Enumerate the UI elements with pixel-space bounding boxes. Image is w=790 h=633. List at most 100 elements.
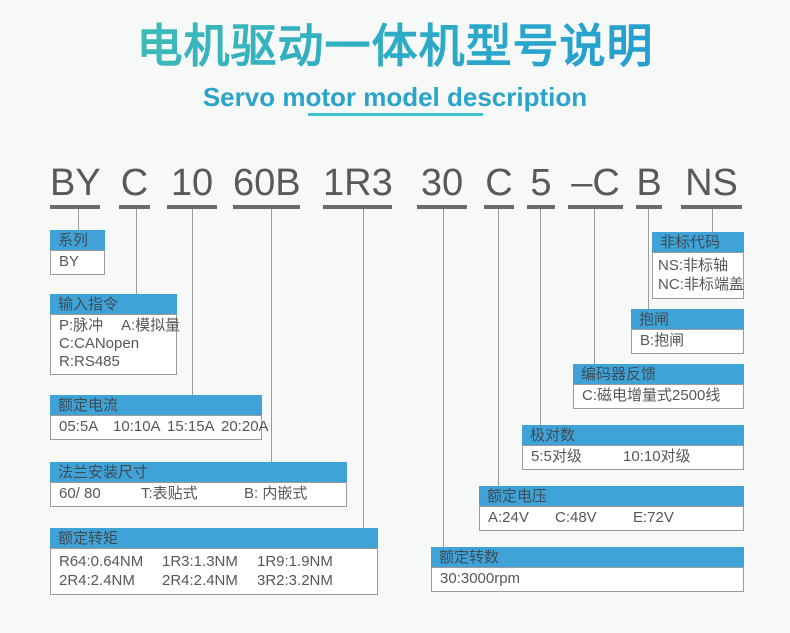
code-segment-encoder-feedback: –C <box>568 162 623 209</box>
legend-box-pole-pairs: 极对数 5:5对级 10:10对级 <box>522 425 744 470</box>
legend-box-body: 30:3000rpm <box>431 567 744 592</box>
code-value: C:磁电增量式2500线 <box>582 387 721 404</box>
code-segment-underline <box>167 205 217 209</box>
code-value: 05:5A <box>59 418 99 435</box>
code-value: NS:非标轴 <box>658 257 729 274</box>
code-value: 20:20A <box>221 418 269 435</box>
page-subtitle: Servo motor model description <box>202 82 588 112</box>
code-value: A:24V <box>488 509 529 526</box>
code-segment-rated-current: 10 <box>167 162 217 209</box>
legend-box-rated-speed: 额定转数 30:3000rpm <box>431 547 744 592</box>
code-segment-text: 10 <box>170 162 214 204</box>
code-segment-underline <box>119 205 150 209</box>
code-value: P:脉冲 <box>59 317 104 334</box>
legend-box-rated-voltage: 额定电压 A:24V C:48V E:72V <box>479 486 744 531</box>
code-value: 3R2:3.2NM <box>257 572 333 589</box>
code-value: NC:非标端盖 <box>658 276 744 293</box>
code-segment-underline <box>323 205 392 209</box>
legend-box-body: A:24V C:48V E:72V <box>479 506 744 531</box>
code-segment-series: BY <box>50 162 101 209</box>
code-value: 2R4:2.4NM <box>59 572 135 589</box>
connector-line-series <box>78 209 79 230</box>
code-segment-text: B <box>636 162 662 204</box>
code-segment-flange-size: 60B <box>233 162 301 209</box>
code-value: T:表贴式 <box>141 485 198 502</box>
legend-row: R:RS485 <box>59 353 174 371</box>
legend-box-title: 额定转数 <box>431 547 744 567</box>
legend-box-title: 抱闸 <box>631 309 744 329</box>
code-segment-text: 60B <box>233 162 301 204</box>
code-segment-underline <box>681 205 742 209</box>
legend-box-body: NS:非标轴 NC:非标端盖 <box>652 252 744 299</box>
legend-box-series: 系列 BY <box>50 230 105 275</box>
legend-box-rated-torque: 额定转矩 R64:0.64NM 1R3:1.3NM 1R9:1.9NM 2R4:2.… <box>50 528 378 595</box>
legend-row: A:24V C:48V E:72V <box>488 509 741 527</box>
legend-box-title: 非标代码 <box>652 232 744 252</box>
legend-box-title: 系列 <box>50 230 105 250</box>
code-segment-text: 1R3 <box>323 162 393 204</box>
connector-line-non-standard-code <box>712 209 713 232</box>
connector-line-encoder-feedback <box>594 209 595 364</box>
code-value: 5:5对级 <box>531 448 582 465</box>
code-value: BY <box>59 253 80 270</box>
code-segment-underline <box>527 205 555 209</box>
legend-box-body: P:脉冲 A:模拟量 C:CANopen R:RS485 <box>50 314 180 375</box>
legend-box-body: 05:5A 10:10A 15:15A 20:20A <box>50 415 269 440</box>
code-segment-text: NS <box>685 162 738 204</box>
legend-box-body: C:磁电增量式2500线 <box>573 384 744 409</box>
legend-row: C:磁电增量式2500线 <box>582 387 741 405</box>
legend-box-body: BY <box>50 250 105 275</box>
legend-row: B:抱闸 <box>640 332 741 350</box>
code-segment-text: –C <box>571 162 620 204</box>
legend-row: 30:3000rpm <box>440 570 741 588</box>
code-segment-underline <box>484 205 514 209</box>
code-value: 10:10对级 <box>623 448 691 465</box>
legend-row: R64:0.64NM 1R3:1.3NM 1R9:1.9NM <box>59 552 375 571</box>
code-segment-non-standard-code: NS <box>681 162 742 209</box>
code-value: B:抱闸 <box>640 332 685 349</box>
code-value: R64:0.64NM <box>59 553 144 570</box>
legend-box-body: B:抱闸 <box>631 329 744 354</box>
code-segment-input-command: C <box>119 162 150 209</box>
legend-row: 5:5对级 10:10对级 <box>531 448 741 466</box>
legend-row: BY <box>59 253 102 271</box>
code-value: 2R4:2.4NM <box>162 572 238 589</box>
code-value: C:CANopen <box>59 335 140 352</box>
code-segment-underline <box>636 205 662 209</box>
legend-box-flange-size: 法兰安装尺寸 60/ 80 T:表贴式 B: 内嵌式 <box>50 462 347 507</box>
legend-row: 2R4:2.4NM 2R4:2.4NM 3R2:3.2NM <box>59 571 375 590</box>
code-segment-underline <box>417 205 467 209</box>
legend-box-body: 60/ 80 T:表贴式 B: 内嵌式 <box>50 482 347 507</box>
legend-box-non-standard-code: 非标代码 NS:非标轴 NC:非标端盖 <box>652 232 744 299</box>
connector-line-rated-torque <box>363 209 364 528</box>
legend-box-title: 额定电流 <box>50 395 262 415</box>
legend-box-title: 编码器反馈 <box>573 364 744 384</box>
legend-box-title: 输入指令 <box>50 294 177 314</box>
code-segment-brake: B <box>636 162 662 209</box>
legend-box-rated-current: 额定电流 05:5A 10:10A 15:15A 20:20A <box>50 395 269 440</box>
connector-line-pole-pairs <box>540 209 541 425</box>
legend-row: NS:非标轴 <box>658 256 741 275</box>
code-segment-text: C <box>120 162 149 204</box>
connector-line-input-command <box>136 209 137 294</box>
code-segment-text: 30 <box>420 162 464 204</box>
legend-box-body: 5:5对级 10:10对级 <box>522 445 744 470</box>
code-segment-underline <box>50 205 100 209</box>
connector-line-rated-speed <box>443 209 444 547</box>
subtitle-underline <box>308 113 483 116</box>
code-segment-rated-voltage: C <box>484 162 514 209</box>
legend-row: 60/ 80 T:表贴式 B: 内嵌式 <box>59 485 344 503</box>
code-segment-text: BY <box>50 162 101 204</box>
legend-box-body: R64:0.64NM 1R3:1.3NM 1R9:1.9NM 2R4:2.4NM 2R… <box>50 548 378 595</box>
legend-row: 05:5A 10:10A 15:15A 20:20A <box>59 418 269 436</box>
connector-line-rated-voltage <box>498 209 499 486</box>
legend-box-title: 额定转矩 <box>50 528 378 548</box>
code-segment-pole-pairs: 5 <box>527 162 555 209</box>
legend-row: P:脉冲 A:模拟量 <box>59 317 180 335</box>
code-value: C:48V <box>555 509 597 526</box>
code-segment-rated-speed: 30 <box>417 162 467 209</box>
legend-box-title: 法兰安装尺寸 <box>50 462 347 482</box>
code-segment-underline <box>233 205 300 209</box>
code-value: R:RS485 <box>59 353 120 370</box>
